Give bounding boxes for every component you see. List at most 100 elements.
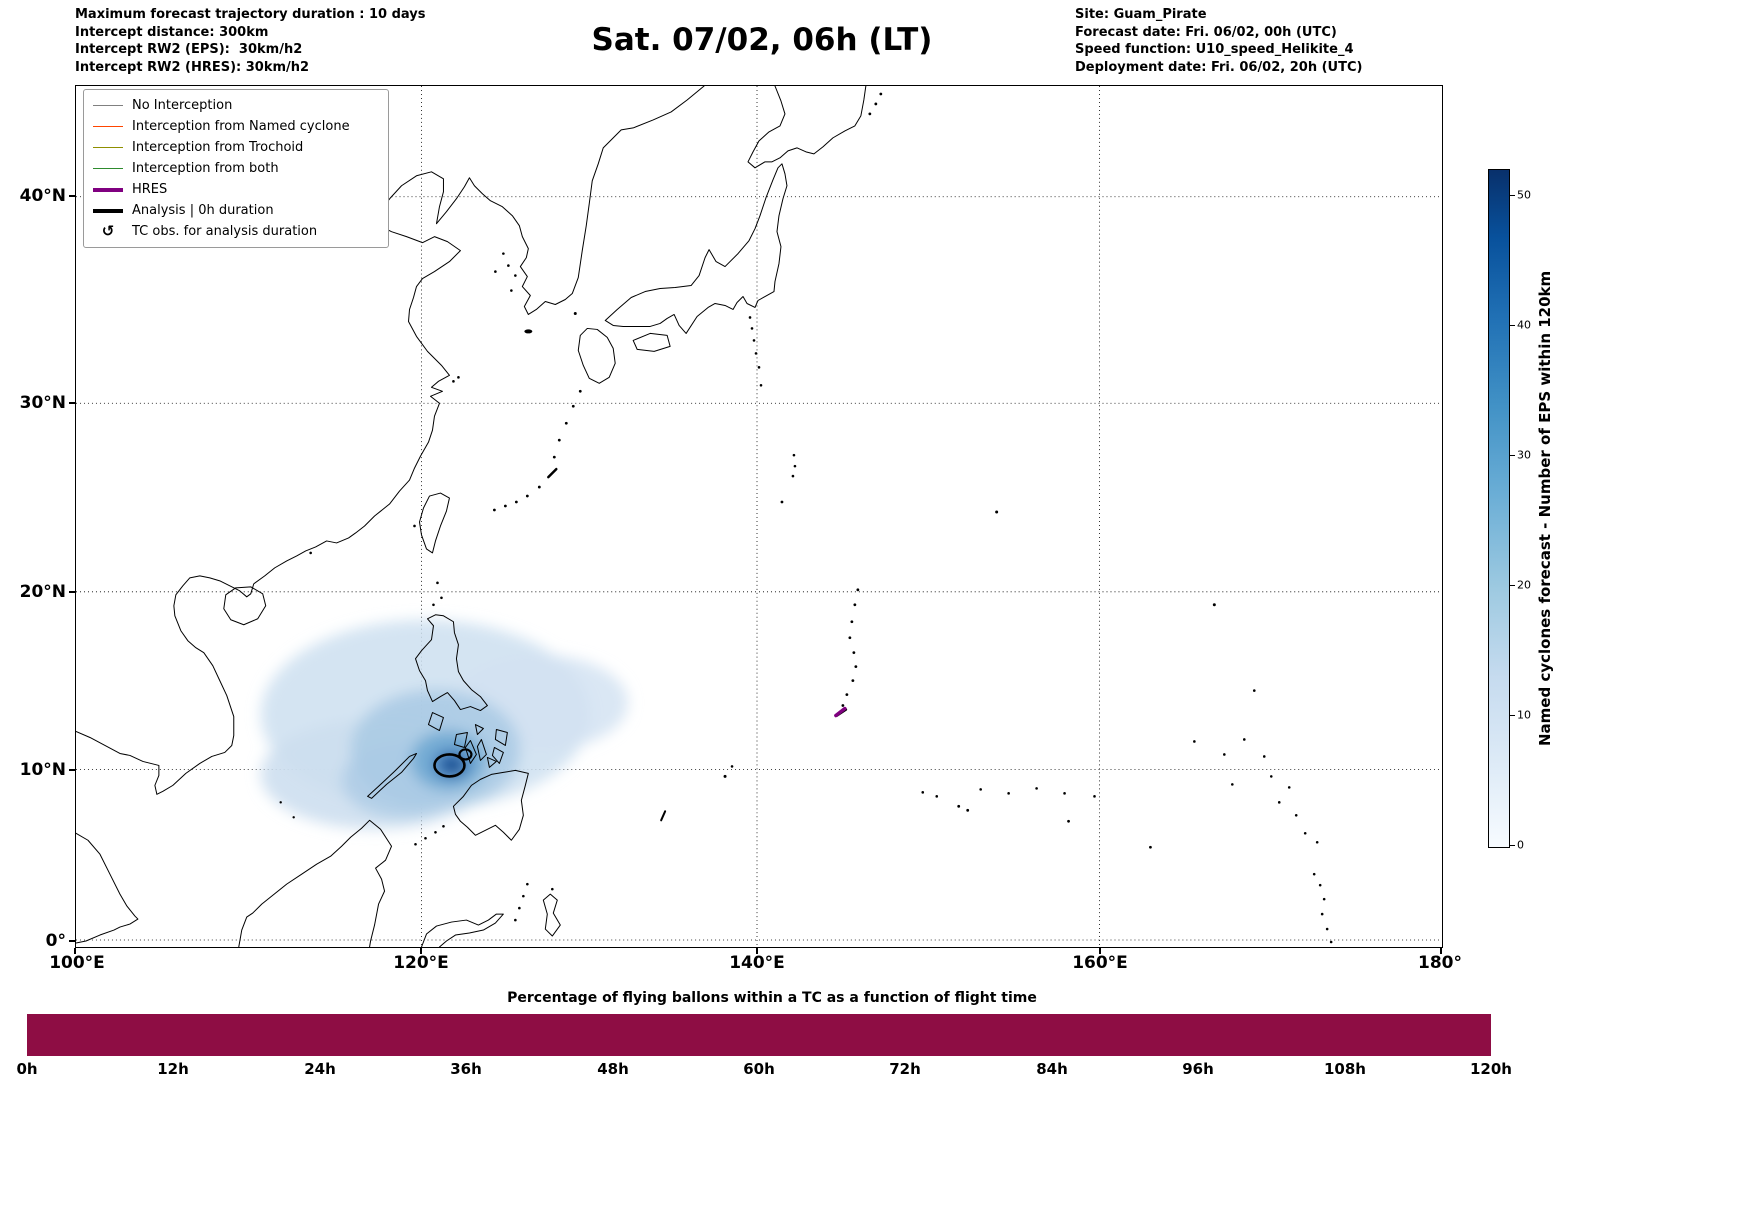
- colorbar-tick: [1510, 195, 1515, 196]
- coastlines: [76, 86, 867, 947]
- coastline-negros: [464, 739, 477, 764]
- y-tick-10n: 10°N: [19, 760, 66, 780]
- coastline-palawan: [367, 752, 418, 799]
- colorbar-tick: [1510, 325, 1515, 326]
- colorbar-tick: [1510, 455, 1515, 456]
- colorbar-tick: [1510, 845, 1515, 846]
- intercept-distance-text: Intercept distance: 300km: [75, 24, 269, 40]
- legend-item-named-cyclone: Interception from Named cyclone: [93, 116, 379, 137]
- orangered-line-sample: [93, 126, 123, 127]
- strip-tick-120h: 120h: [1470, 1060, 1512, 1078]
- map-plot-area: No Interception Interception from Named …: [75, 85, 1443, 948]
- legend-item-trochoid: Interception from Trochoid: [93, 137, 379, 158]
- forecast-date-text: Forecast date: Fri. 06/02, 00h (UTC): [1075, 24, 1337, 40]
- legend-item-tc-obs: ↺ TC obs. for analysis duration: [93, 221, 379, 242]
- legend-label: No Interception: [132, 98, 233, 113]
- intercept-rw2-hres-text: Intercept RW2 (HRES): 30km/h2: [75, 59, 310, 75]
- strip-tick-48h: 48h: [597, 1060, 629, 1078]
- y-tick-40n: 40°N: [19, 186, 66, 206]
- legend-item-hres: HRES: [93, 179, 379, 200]
- map-legend: No Interception Interception from Named …: [83, 89, 389, 248]
- strip-tick-24h: 24h: [304, 1060, 336, 1078]
- purple-line-sample: [93, 187, 123, 192]
- strip-tick-36h: 36h: [450, 1060, 482, 1078]
- axis-tick: [420, 948, 422, 954]
- legend-label: Interception from Trochoid: [132, 140, 304, 155]
- coastline-bohol: [486, 756, 497, 768]
- speed-function-text: Speed function: U10_speed_Helikite_4: [1075, 42, 1354, 57]
- strip-chart-title: Percentage of flying ballons within a TC…: [507, 990, 1037, 1006]
- axis-tick: [69, 769, 75, 771]
- island-palau: [660, 810, 667, 822]
- balloon-percentage-strip: [27, 1014, 1491, 1056]
- colorbar-tick-0: 0: [1517, 838, 1524, 852]
- axis-tick: [1099, 948, 1101, 954]
- coastline-sulawesi: [420, 913, 504, 947]
- axis-tick: [1440, 948, 1442, 954]
- colorbar: [1488, 169, 1510, 848]
- coastline-leyte: [491, 746, 504, 764]
- legend-item-no-interception: No Interception: [93, 95, 379, 116]
- strip-tick-108h: 108h: [1324, 1060, 1366, 1078]
- coastline-samar: [494, 729, 508, 746]
- coastline-taiwan: [418, 492, 450, 554]
- olive-line-sample: [93, 147, 123, 148]
- legend-label: Interception from Named cyclone: [132, 119, 350, 134]
- coastline-malay-peninsula: [76, 832, 139, 944]
- axis-tick: [756, 948, 758, 954]
- colorbar-tick: [1510, 715, 1515, 716]
- legend-label: Interception from both: [132, 161, 279, 176]
- colorbar-label: Named cyclones forecast - Number of EPS …: [1536, 270, 1554, 747]
- island-okinawa: [547, 467, 558, 479]
- max-duration-text: Maximum forecast trajectory duration : 1…: [75, 7, 426, 22]
- gray-line-sample: [93, 105, 123, 106]
- x-tick-160e: 160°E: [1072, 953, 1128, 973]
- axis-tick: [69, 195, 75, 197]
- x-tick-140e: 140°E: [729, 953, 785, 973]
- eps-density-heatmap: [260, 619, 629, 830]
- colorbar-tick-30: 30: [1517, 448, 1531, 462]
- coastline-kyushu: [577, 327, 616, 384]
- coastline-hainan: [223, 586, 267, 626]
- deployment-date-text: Deployment date: Fri. 06/02, 20h (UTC): [1075, 59, 1363, 75]
- coastline-luzon: [415, 614, 488, 712]
- axis-tick: [69, 940, 75, 942]
- coastline-halmahera: [542, 893, 561, 937]
- y-tick-0: 0°: [45, 931, 66, 951]
- coastline-borneo: [238, 819, 393, 947]
- coastline-mindoro: [427, 712, 444, 732]
- axis-tick: [69, 402, 75, 404]
- legend-label: TC obs. for analysis duration: [132, 224, 318, 239]
- x-tick-100e: 100°E: [49, 953, 105, 973]
- strip-tick-0h: 0h: [16, 1060, 38, 1078]
- y-tick-30n: 30°N: [19, 393, 66, 413]
- header-right-params: Site: Guam_Pirate Forecast date: Fri. 06…: [1075, 6, 1362, 76]
- coastline-cebu: [476, 738, 487, 761]
- coastline-shikoku: [632, 332, 671, 352]
- figure-title: Sat. 07/02, 06h (LT): [591, 22, 933, 58]
- legend-label: Analysis | 0h duration: [132, 203, 274, 218]
- hres-mark: [834, 706, 847, 718]
- coastline-mindanao: [452, 769, 529, 841]
- site-text: Site: Guam_Pirate: [1075, 7, 1207, 22]
- black-line-sample: [93, 208, 123, 213]
- small-islands: [279, 92, 1333, 944]
- coastline-masbate: [474, 724, 484, 735]
- colorbar-tick-20: 20: [1517, 578, 1531, 592]
- x-tick-120e: 120°E: [393, 953, 449, 973]
- green-line-sample: [93, 168, 123, 169]
- coastline-panay: [453, 731, 468, 748]
- coastline-asia-mainland: [76, 86, 705, 795]
- map-canvas: [76, 86, 1442, 947]
- legend-item-analysis: Analysis | 0h duration: [93, 200, 379, 221]
- y-tick-20n: 20°N: [19, 582, 66, 602]
- axis-tick: [74, 948, 76, 954]
- colorbar-tick-50: 50: [1517, 188, 1531, 202]
- strip-tick-84h: 84h: [1036, 1060, 1068, 1078]
- cyclone-symbol-icon: ↺: [101, 222, 115, 240]
- strip-tick-96h: 96h: [1182, 1060, 1214, 1078]
- x-tick-180: 180°: [1418, 953, 1462, 973]
- axis-tick: [69, 591, 75, 593]
- analysis-contour: [433, 748, 473, 778]
- strip-tick-12h: 12h: [157, 1060, 189, 1078]
